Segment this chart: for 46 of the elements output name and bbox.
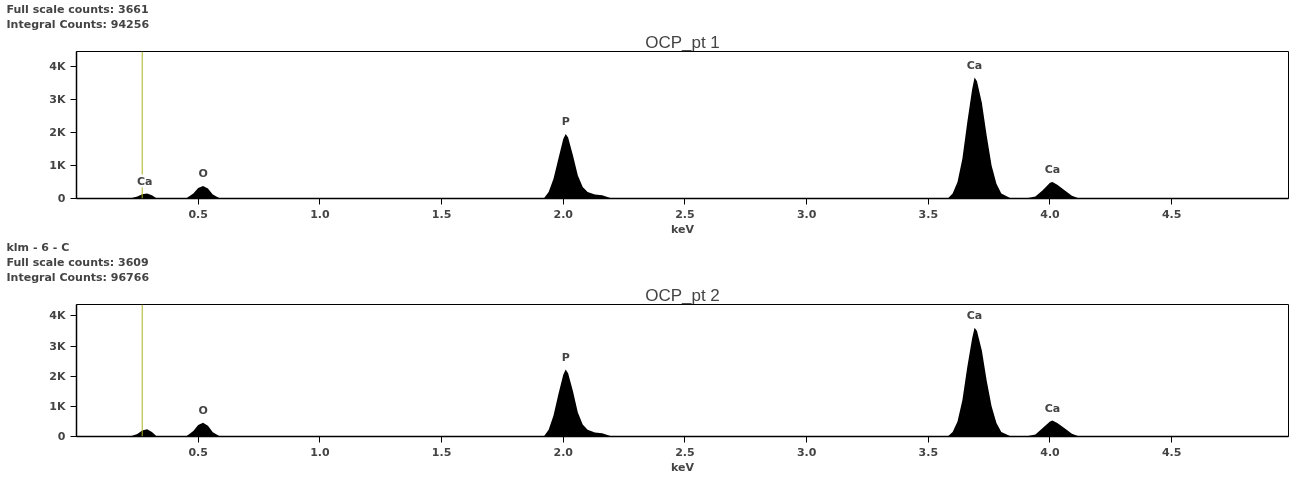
chart-title: OCP_pt 1 xyxy=(645,32,720,52)
x-tick-label: 1.5 xyxy=(431,207,452,221)
y-tick-label: 3K xyxy=(49,92,66,106)
text: Integral Counts: 94256 xyxy=(6,17,150,31)
annotation: P xyxy=(561,350,570,364)
x-tick-label: 4.0 xyxy=(1040,445,1061,459)
x-tick-label: 0.5 xyxy=(188,445,208,459)
y-tick-label: 2K xyxy=(49,369,66,383)
annotation: Ca xyxy=(136,174,153,188)
y-tick-label: 4K xyxy=(49,309,66,323)
x-tick-label: 1.0 xyxy=(310,445,330,459)
x-tick-label: 2.5 xyxy=(675,207,695,221)
x-tick-label: 0.5 xyxy=(188,207,208,221)
text: Full scale counts: 3661 xyxy=(6,2,149,16)
annotation: Ca xyxy=(966,58,983,72)
y-tick-label: 0 xyxy=(57,192,66,205)
x-tick-label: 1.0 xyxy=(310,207,330,221)
x-axis-title: keV xyxy=(671,222,695,236)
annotation: Ca xyxy=(1044,401,1061,415)
x-tick-label: 4.5 xyxy=(1161,207,1182,221)
annotation: Ca xyxy=(966,308,983,322)
x-axis-title: keV xyxy=(671,460,695,474)
x-tick-label: 4.5 xyxy=(1161,445,1182,459)
x-tick-label: 3.5 xyxy=(918,207,939,221)
x-tick-label: 3.5 xyxy=(918,445,939,459)
y-tick-label: 1K xyxy=(49,158,66,172)
x-tick-label: 1.5 xyxy=(431,445,452,459)
y-tick-label: 3K xyxy=(49,339,66,353)
x-tick-label: 3.0 xyxy=(796,445,817,459)
text: Full scale counts: 3609 xyxy=(6,255,149,269)
chart-title: OCP_pt 2 xyxy=(645,285,720,305)
y-tick-label: 2K xyxy=(49,125,66,139)
annotation: Ca xyxy=(1044,162,1061,176)
text: Integral Counts: 96766 xyxy=(6,270,150,284)
annotation: O xyxy=(198,166,208,180)
y-tick-label: 4K xyxy=(49,59,66,73)
annotation: P xyxy=(561,115,570,129)
x-tick-label: 4.0 xyxy=(1040,207,1061,221)
y-tick-label: 1K xyxy=(49,399,66,413)
x-tick-label: 2.5 xyxy=(675,445,695,459)
annotation: O xyxy=(198,403,208,417)
x-tick-label: 2.0 xyxy=(553,207,574,221)
y-tick-label: 0 xyxy=(57,430,66,443)
x-tick-label: 3.0 xyxy=(796,207,817,221)
x-tick-label: 2.0 xyxy=(553,445,574,459)
text: klm - 6 - C xyxy=(6,240,70,254)
